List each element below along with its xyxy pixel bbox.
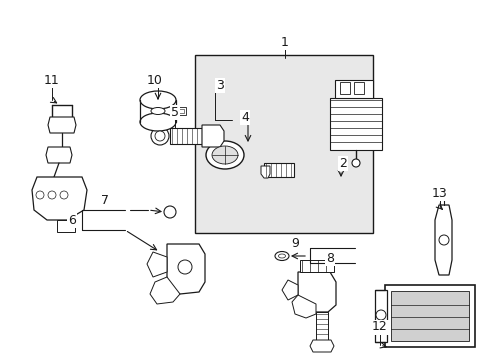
Text: 13: 13 bbox=[431, 186, 447, 199]
Bar bbox=[384, 285, 474, 347]
Text: 11: 11 bbox=[44, 73, 60, 86]
Circle shape bbox=[438, 235, 448, 245]
Circle shape bbox=[351, 159, 359, 167]
Polygon shape bbox=[261, 166, 269, 178]
Bar bbox=[374, 290, 386, 342]
Bar bbox=[315, 312, 327, 340]
Text: 4: 4 bbox=[241, 111, 248, 123]
Text: 12: 12 bbox=[371, 320, 387, 333]
Bar bbox=[170, 128, 202, 144]
Polygon shape bbox=[32, 177, 87, 220]
Bar bbox=[176, 109, 183, 113]
Text: 6: 6 bbox=[68, 213, 76, 226]
Ellipse shape bbox=[205, 141, 244, 169]
Text: 1: 1 bbox=[281, 36, 288, 49]
Ellipse shape bbox=[151, 127, 169, 145]
Bar bbox=[329, 98, 381, 150]
Polygon shape bbox=[46, 147, 72, 163]
Text: 7: 7 bbox=[101, 194, 109, 207]
Ellipse shape bbox=[140, 113, 176, 131]
Polygon shape bbox=[202, 125, 224, 147]
Ellipse shape bbox=[274, 252, 288, 261]
Ellipse shape bbox=[278, 254, 285, 258]
Polygon shape bbox=[147, 252, 167, 277]
Circle shape bbox=[375, 310, 385, 320]
Circle shape bbox=[60, 191, 68, 199]
Bar bbox=[174, 107, 185, 115]
Text: 5: 5 bbox=[171, 105, 179, 118]
Polygon shape bbox=[48, 117, 76, 133]
Text: 9: 9 bbox=[290, 237, 298, 249]
Ellipse shape bbox=[151, 108, 164, 114]
Polygon shape bbox=[434, 205, 451, 275]
Polygon shape bbox=[167, 244, 204, 294]
Text: 10: 10 bbox=[147, 73, 163, 86]
Bar bbox=[334, 80, 372, 98]
Text: 8: 8 bbox=[325, 252, 333, 265]
Polygon shape bbox=[291, 295, 315, 318]
Bar bbox=[195, 55, 372, 233]
Ellipse shape bbox=[140, 91, 176, 109]
Polygon shape bbox=[282, 280, 297, 300]
Text: 2: 2 bbox=[338, 157, 346, 170]
Ellipse shape bbox=[155, 131, 164, 141]
Bar bbox=[339, 82, 349, 94]
Polygon shape bbox=[150, 277, 180, 304]
Text: 3: 3 bbox=[216, 78, 224, 91]
Bar bbox=[353, 82, 363, 94]
Bar bbox=[390, 291, 468, 341]
Circle shape bbox=[178, 260, 192, 274]
Polygon shape bbox=[297, 272, 335, 312]
Polygon shape bbox=[309, 340, 333, 352]
Bar bbox=[57, 220, 75, 232]
Circle shape bbox=[48, 191, 56, 199]
Ellipse shape bbox=[212, 146, 238, 164]
Bar bbox=[264, 163, 293, 177]
Bar bbox=[299, 260, 333, 272]
Circle shape bbox=[36, 191, 44, 199]
Circle shape bbox=[163, 206, 176, 218]
